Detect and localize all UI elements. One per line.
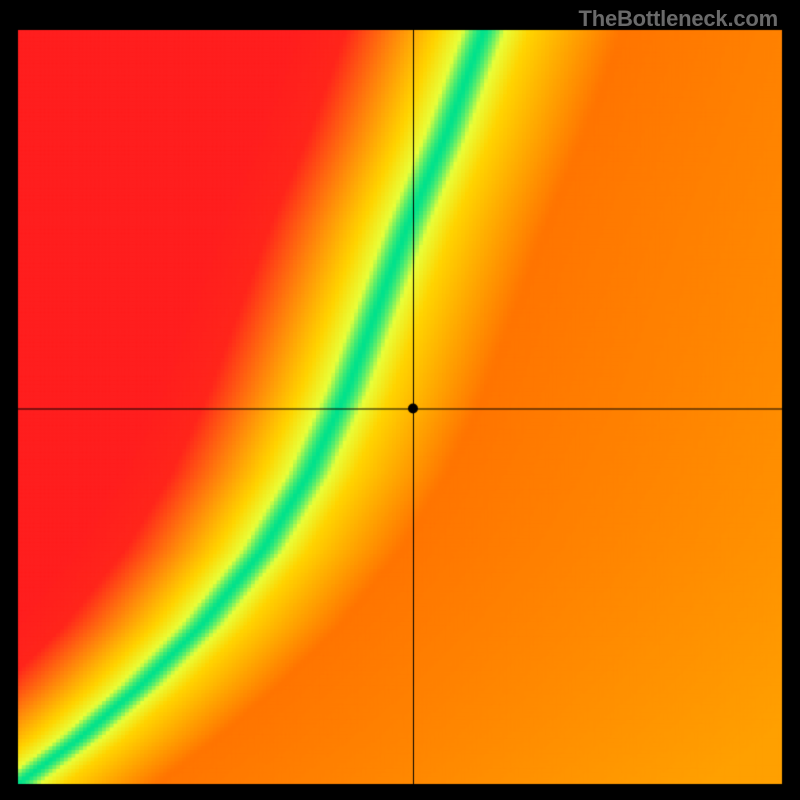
bottleneck-heatmap xyxy=(0,0,800,800)
watermark-text: TheBottleneck.com xyxy=(578,6,778,32)
chart-container: TheBottleneck.com xyxy=(0,0,800,800)
